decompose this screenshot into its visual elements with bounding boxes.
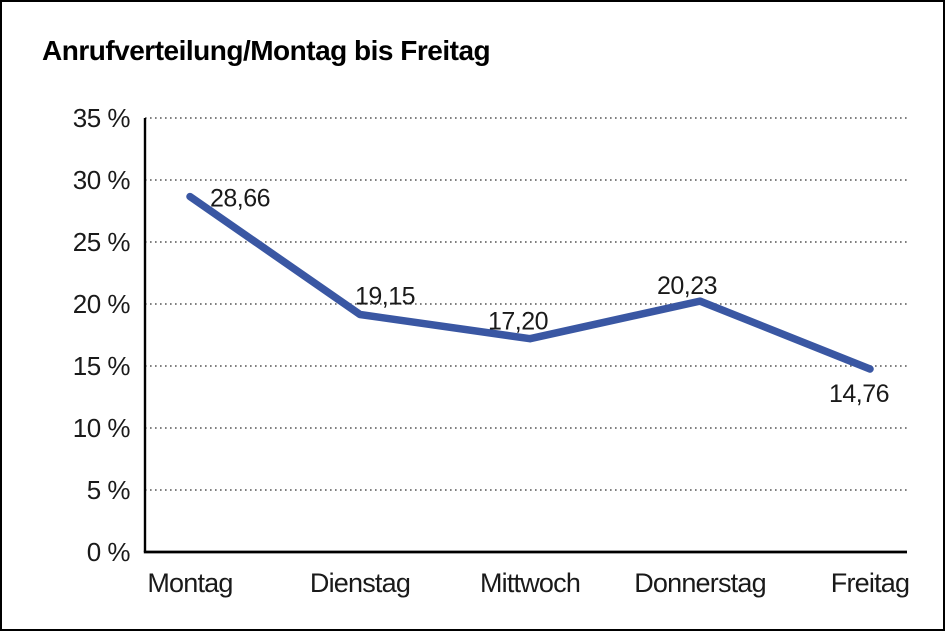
data-point-label: 19,15 [355,283,415,311]
y-tick-label: 35 % [73,103,131,133]
x-category-label: Freitag [831,568,909,598]
y-tick-label: 0 % [87,537,131,567]
y-tick-label: 15 % [73,351,131,381]
y-tick-label: 20 % [73,289,131,319]
data-line [186,192,874,373]
data-point-label: 20,23 [657,272,717,300]
y-tick-label: 25 % [73,227,131,257]
chart-title: Anrufverteilung/Montag bis Freitag [42,35,491,66]
data-point-label: 28,66 [210,185,270,213]
y-tick-label: 10 % [73,413,131,443]
y-tick-label: 5 % [87,475,131,505]
x-category-label: Montag [147,568,232,598]
y-tick-label: 30 % [73,165,131,195]
data-point-label: 17,20 [488,308,548,336]
data-point-label: 14,76 [829,380,889,408]
x-category-label: Dienstag [310,568,410,598]
x-category-label: Donnerstag [634,568,766,598]
x-category-label: Mittwoch [480,568,580,598]
